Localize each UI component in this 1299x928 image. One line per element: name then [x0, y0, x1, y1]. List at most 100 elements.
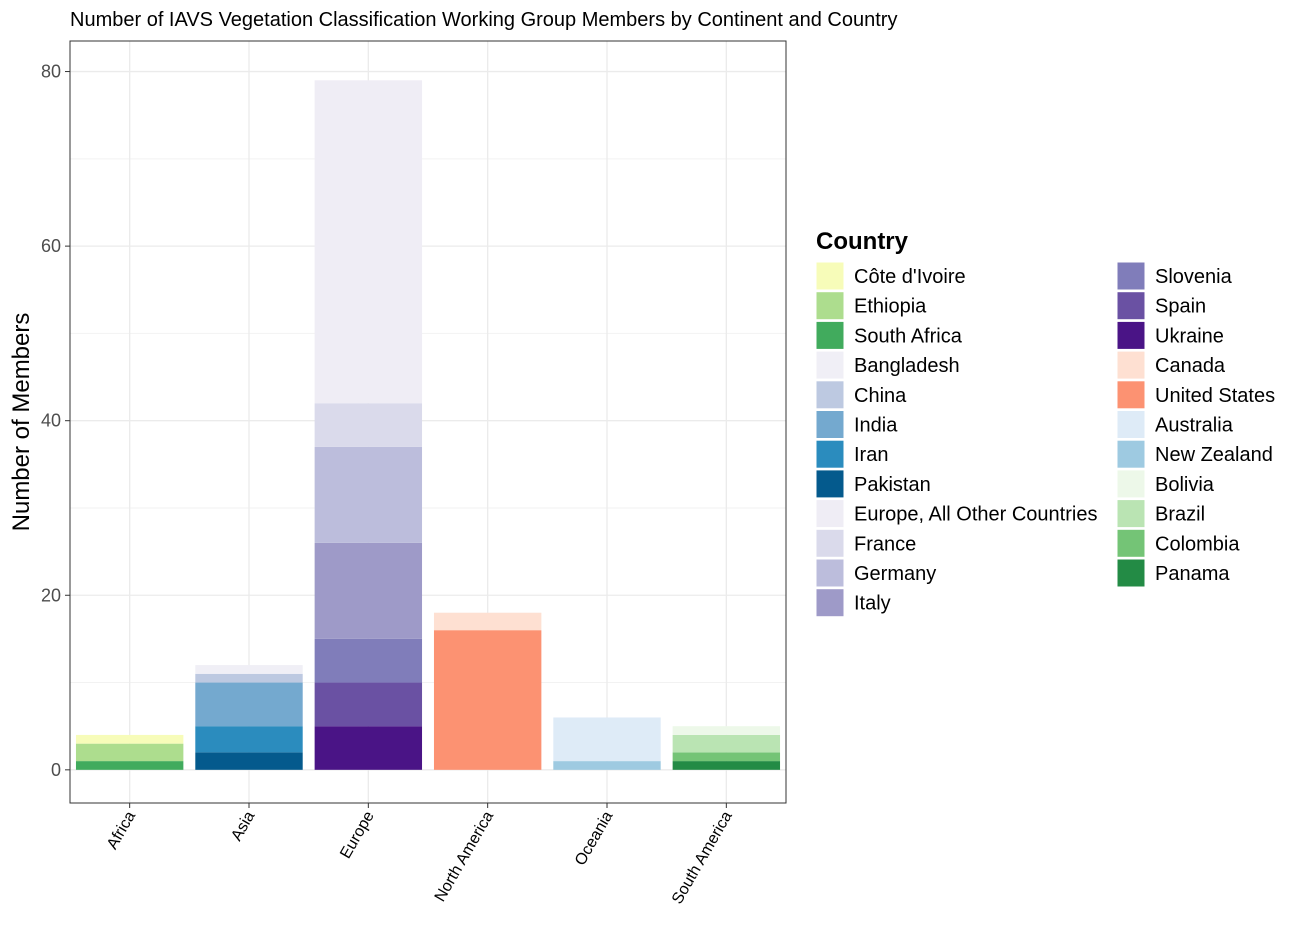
plot-panel-border: [69, 40, 787, 804]
legend-item-ethiopia: Ethiopia: [815, 291, 927, 321]
legend-item-china: China: [815, 380, 907, 410]
x-tick-label-south-america: South America: [669, 808, 736, 907]
legend-item-united-states: United States: [1116, 380, 1275, 410]
y-tick-label: 40: [41, 411, 61, 431]
legend-key: [1116, 469, 1146, 499]
bar-italy: [314, 542, 423, 639]
legend-item-panama: Panama: [1116, 558, 1230, 588]
legend-label: South Africa: [854, 325, 963, 347]
bar-cote-d-ivoire: [75, 734, 184, 744]
legend-item-spain: Spain: [1116, 291, 1206, 321]
legend-item-france: France: [815, 528, 916, 558]
bar-ukraine: [314, 726, 423, 770]
legend-key: [1116, 499, 1146, 529]
legend-key: [1116, 291, 1146, 321]
legend-label: Iran: [854, 444, 888, 466]
y-axis-label: Number of Members: [8, 313, 35, 532]
legend-item-pakistan: Pakistan: [815, 469, 931, 499]
legend-item-italy: Italy: [815, 588, 891, 618]
legend-label: Panama: [1155, 563, 1230, 585]
bar-united-states: [433, 630, 542, 770]
x-tick-label-africa: Africa: [104, 808, 139, 852]
legend-item-australia: Australia: [1116, 410, 1234, 439]
bar-ethiopia: [75, 743, 184, 762]
legend-key: [815, 469, 845, 499]
bar-brazil: [672, 734, 781, 753]
legend-key: [815, 439, 845, 469]
legend-label: Côte d'Ivoire: [854, 266, 966, 288]
legend-label: Ethiopia: [854, 296, 927, 318]
bar-germany: [314, 446, 423, 543]
legend-item-cote-d-ivoire: Côte d'Ivoire: [815, 261, 966, 291]
legend-item-ukraine: Ukraine: [1116, 320, 1224, 350]
bar-slovenia: [314, 638, 423, 683]
bar-south-africa: [75, 761, 184, 770]
x-tick-label-north-america: North America: [432, 808, 497, 904]
legend-label: Bangladesh: [854, 355, 960, 377]
legend-label: Europe, All Other Countries: [854, 504, 1097, 526]
legend-item-india: India: [815, 410, 898, 439]
x-tick-label-oceania: Oceania: [572, 808, 617, 868]
legend-key: [1116, 558, 1146, 588]
legend-key: [1116, 439, 1146, 469]
bar-australia: [553, 717, 661, 762]
legend-label: Bolivia: [1155, 474, 1215, 496]
bar-new-zealand: [553, 761, 661, 770]
legend-key: [815, 261, 845, 291]
legend: Country Côte d'Ivoire Ethiopia South Afric…: [815, 228, 1275, 618]
legend-label: Pakistan: [854, 474, 931, 496]
bar-iran: [195, 726, 303, 753]
legend-label: Brazil: [1155, 504, 1205, 526]
x-tick-label-europe: Europe: [337, 808, 378, 861]
legend-label: India: [854, 415, 898, 437]
bar-pakistan: [195, 752, 303, 770]
x-tick-label-asia: Asia: [228, 808, 258, 844]
legend-key: [815, 380, 845, 410]
bar-colombia: [672, 752, 781, 762]
legend-item-bangladesh: Bangladesh: [815, 350, 960, 380]
legend-item-canada: Canada: [1116, 350, 1226, 380]
bar-bangladesh: [195, 665, 303, 674]
legend-key: [1116, 528, 1146, 558]
legend-label: Ukraine: [1155, 325, 1224, 347]
bar-china: [195, 673, 303, 683]
bar-panama: [672, 761, 781, 770]
legend-item-iran: Iran: [815, 439, 888, 469]
legend-item-europe-all-other-countries: Europe, All Other Countries: [815, 499, 1097, 529]
bar-spain: [314, 682, 423, 727]
bars: [75, 80, 781, 770]
legend-item-new-zealand: New Zealand: [1116, 439, 1273, 469]
legend-label: Germany: [854, 563, 936, 585]
y-tick-label: 60: [41, 236, 61, 256]
legend-key: [815, 528, 845, 558]
bar-canada: [433, 612, 542, 631]
plot-panel: [70, 41, 786, 803]
legend-key: [815, 558, 845, 588]
grid: [70, 41, 786, 803]
legend-title: Country: [816, 228, 909, 255]
bar-france: [314, 403, 423, 447]
legend-item-colombia: Colombia: [1116, 528, 1240, 558]
legend-item-germany: Germany: [815, 558, 936, 588]
legend-label: Canada: [1155, 355, 1226, 377]
legend-key: [1116, 380, 1146, 410]
legend-key: [815, 350, 845, 380]
legend-key: [815, 410, 845, 439]
legend-item-brazil: Brazil: [1116, 499, 1205, 529]
y-tick-label: 80: [41, 62, 61, 82]
legend-label: New Zealand: [1155, 444, 1273, 466]
legend-label: Italy: [854, 593, 891, 615]
legend-label: Australia: [1155, 415, 1234, 437]
y-tick-label: 20: [41, 585, 61, 605]
bar-bolivia: [672, 726, 781, 735]
legend-label: China: [854, 385, 907, 407]
legend-key: [1116, 350, 1146, 380]
legend-label: France: [854, 533, 916, 555]
legend-label: Spain: [1155, 296, 1206, 318]
legend-key: [815, 320, 845, 350]
legend-key: [815, 588, 845, 618]
legend-key: [815, 291, 845, 321]
legend-item-south-africa: South Africa: [815, 320, 963, 350]
legend-item-bolivia: Bolivia: [1116, 469, 1215, 499]
